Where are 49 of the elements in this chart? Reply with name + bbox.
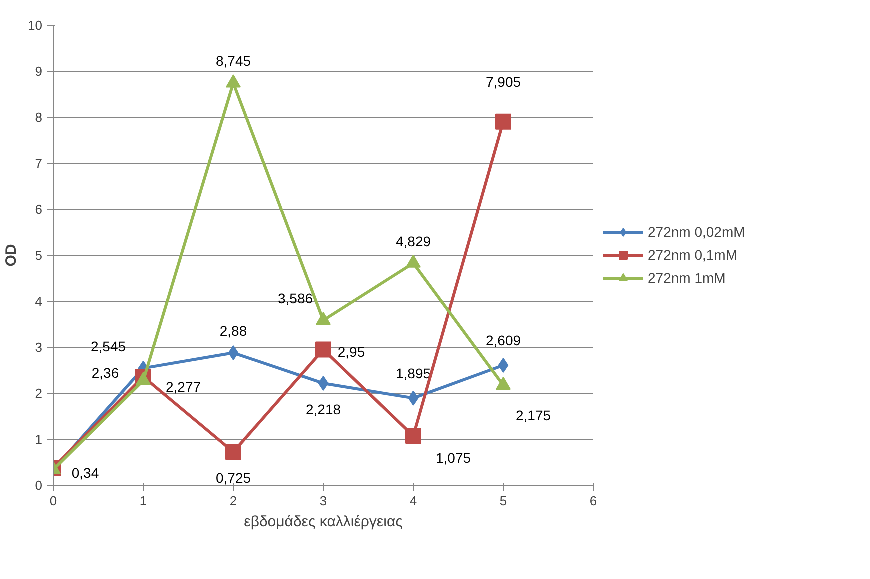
data-label: 3,586 [278, 290, 314, 307]
point [316, 342, 332, 358]
y-tick-label: 1 [35, 432, 43, 447]
point [226, 444, 242, 460]
point [226, 74, 241, 88]
point [406, 254, 421, 268]
x-tick-label: 2 [230, 494, 238, 508]
y-tick-label: 7 [35, 156, 43, 171]
y-tick-label: 3 [35, 340, 43, 355]
point [406, 428, 422, 444]
point [498, 358, 509, 373]
data-label: 8,745 [216, 53, 252, 70]
x-tick-label: 0 [50, 494, 58, 508]
legend-label: 272nm 1mM [648, 270, 726, 286]
y-tick-label: 9 [35, 64, 43, 79]
y-tick-label: 2 [35, 386, 43, 401]
y-tick-label: 0 [35, 478, 43, 493]
point [318, 376, 329, 391]
y-axis-title: OD [3, 244, 20, 267]
x-axis-title: εβδομάδες καλλιέργειας [244, 514, 403, 530]
point [408, 390, 419, 406]
x-tick-label: 5 [500, 494, 508, 508]
data-label: 1,895 [396, 365, 432, 382]
data-label: 2,36 [92, 364, 120, 381]
x-tick-label: 4 [410, 494, 418, 508]
x-tick-label: 6 [590, 494, 598, 508]
data-label: 7,905 [486, 74, 522, 90]
y-tick-label: 8 [35, 110, 43, 125]
data-label: 2,175 [516, 407, 552, 424]
data-label: 2,218 [306, 401, 342, 418]
data-label: 0,725 [216, 470, 252, 486]
point [316, 312, 331, 326]
point [228, 346, 239, 361]
data-label: 2,95 [338, 344, 366, 360]
legend-label: 272nm 0,02mM [648, 224, 746, 240]
y-tick-label: 4 [35, 294, 43, 309]
data-label: 4,829 [396, 233, 432, 250]
data-label: 2,277 [166, 378, 202, 395]
data-label: 1,075 [436, 450, 472, 466]
y-tick-label: 6 [35, 202, 43, 217]
legend-label: 272nm 0,1mM [648, 247, 738, 263]
x-tick-label: 1 [140, 494, 148, 508]
data-label: 0,34 [72, 464, 100, 481]
x-tick-label: 3 [320, 494, 328, 508]
data-label: 2,609 [486, 332, 522, 348]
data-label: 2,545 [90, 338, 126, 354]
y-tick-label: 5 [35, 248, 43, 263]
y-tick-label: 10 [28, 18, 43, 33]
data-label: 2,88 [220, 323, 248, 340]
